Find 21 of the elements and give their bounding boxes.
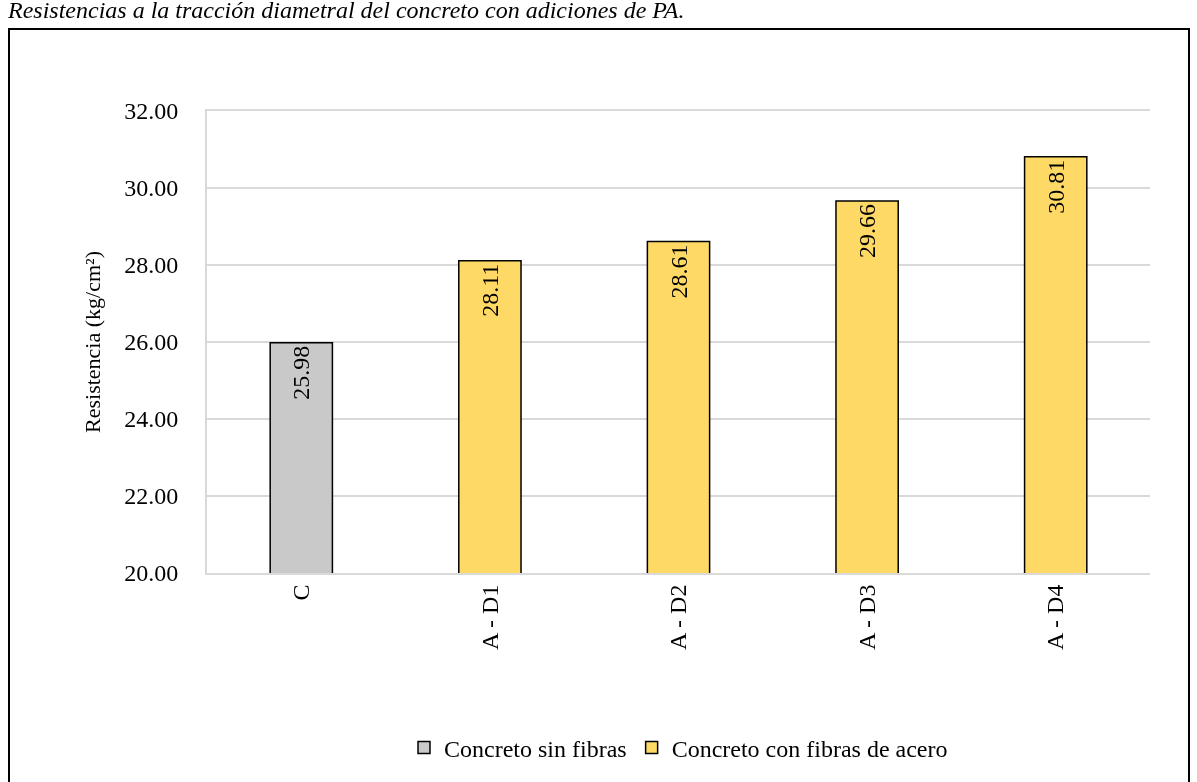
data-label: 25.98	[288, 345, 315, 400]
data-label: 30.81	[1042, 159, 1069, 214]
y-tick-label: 24.00	[124, 406, 179, 433]
data-label: 28.61	[665, 244, 692, 299]
y-axis-title: Resistencia (kg/cm²)	[79, 251, 105, 433]
y-tick-label: 26.00	[124, 329, 179, 356]
y-tick-label: 28.00	[124, 252, 179, 279]
x-tick-label: C	[288, 584, 315, 601]
chart-title: Resistencias a la tracción diametral del concreto con adiciones de PA.	[8, 0, 685, 24]
x-tick-label: A - D3	[853, 584, 880, 650]
x-tick-label: A - D1	[476, 584, 503, 650]
y-tick-label: 30.00	[124, 175, 179, 202]
y-tick-label: 22.00	[124, 483, 179, 510]
legend-label: Concreto sin fibras	[444, 735, 627, 762]
legend-label: Concreto con fibras de acero	[671, 735, 948, 762]
y-tick-label: 32.00	[124, 98, 179, 125]
x-tick-label: A - D4	[1042, 584, 1069, 650]
data-label: 28.11	[476, 263, 503, 317]
data-label: 29.66	[854, 204, 881, 259]
y-tick-label: 20.00	[124, 560, 179, 587]
x-tick-label: A - D2	[665, 584, 692, 650]
